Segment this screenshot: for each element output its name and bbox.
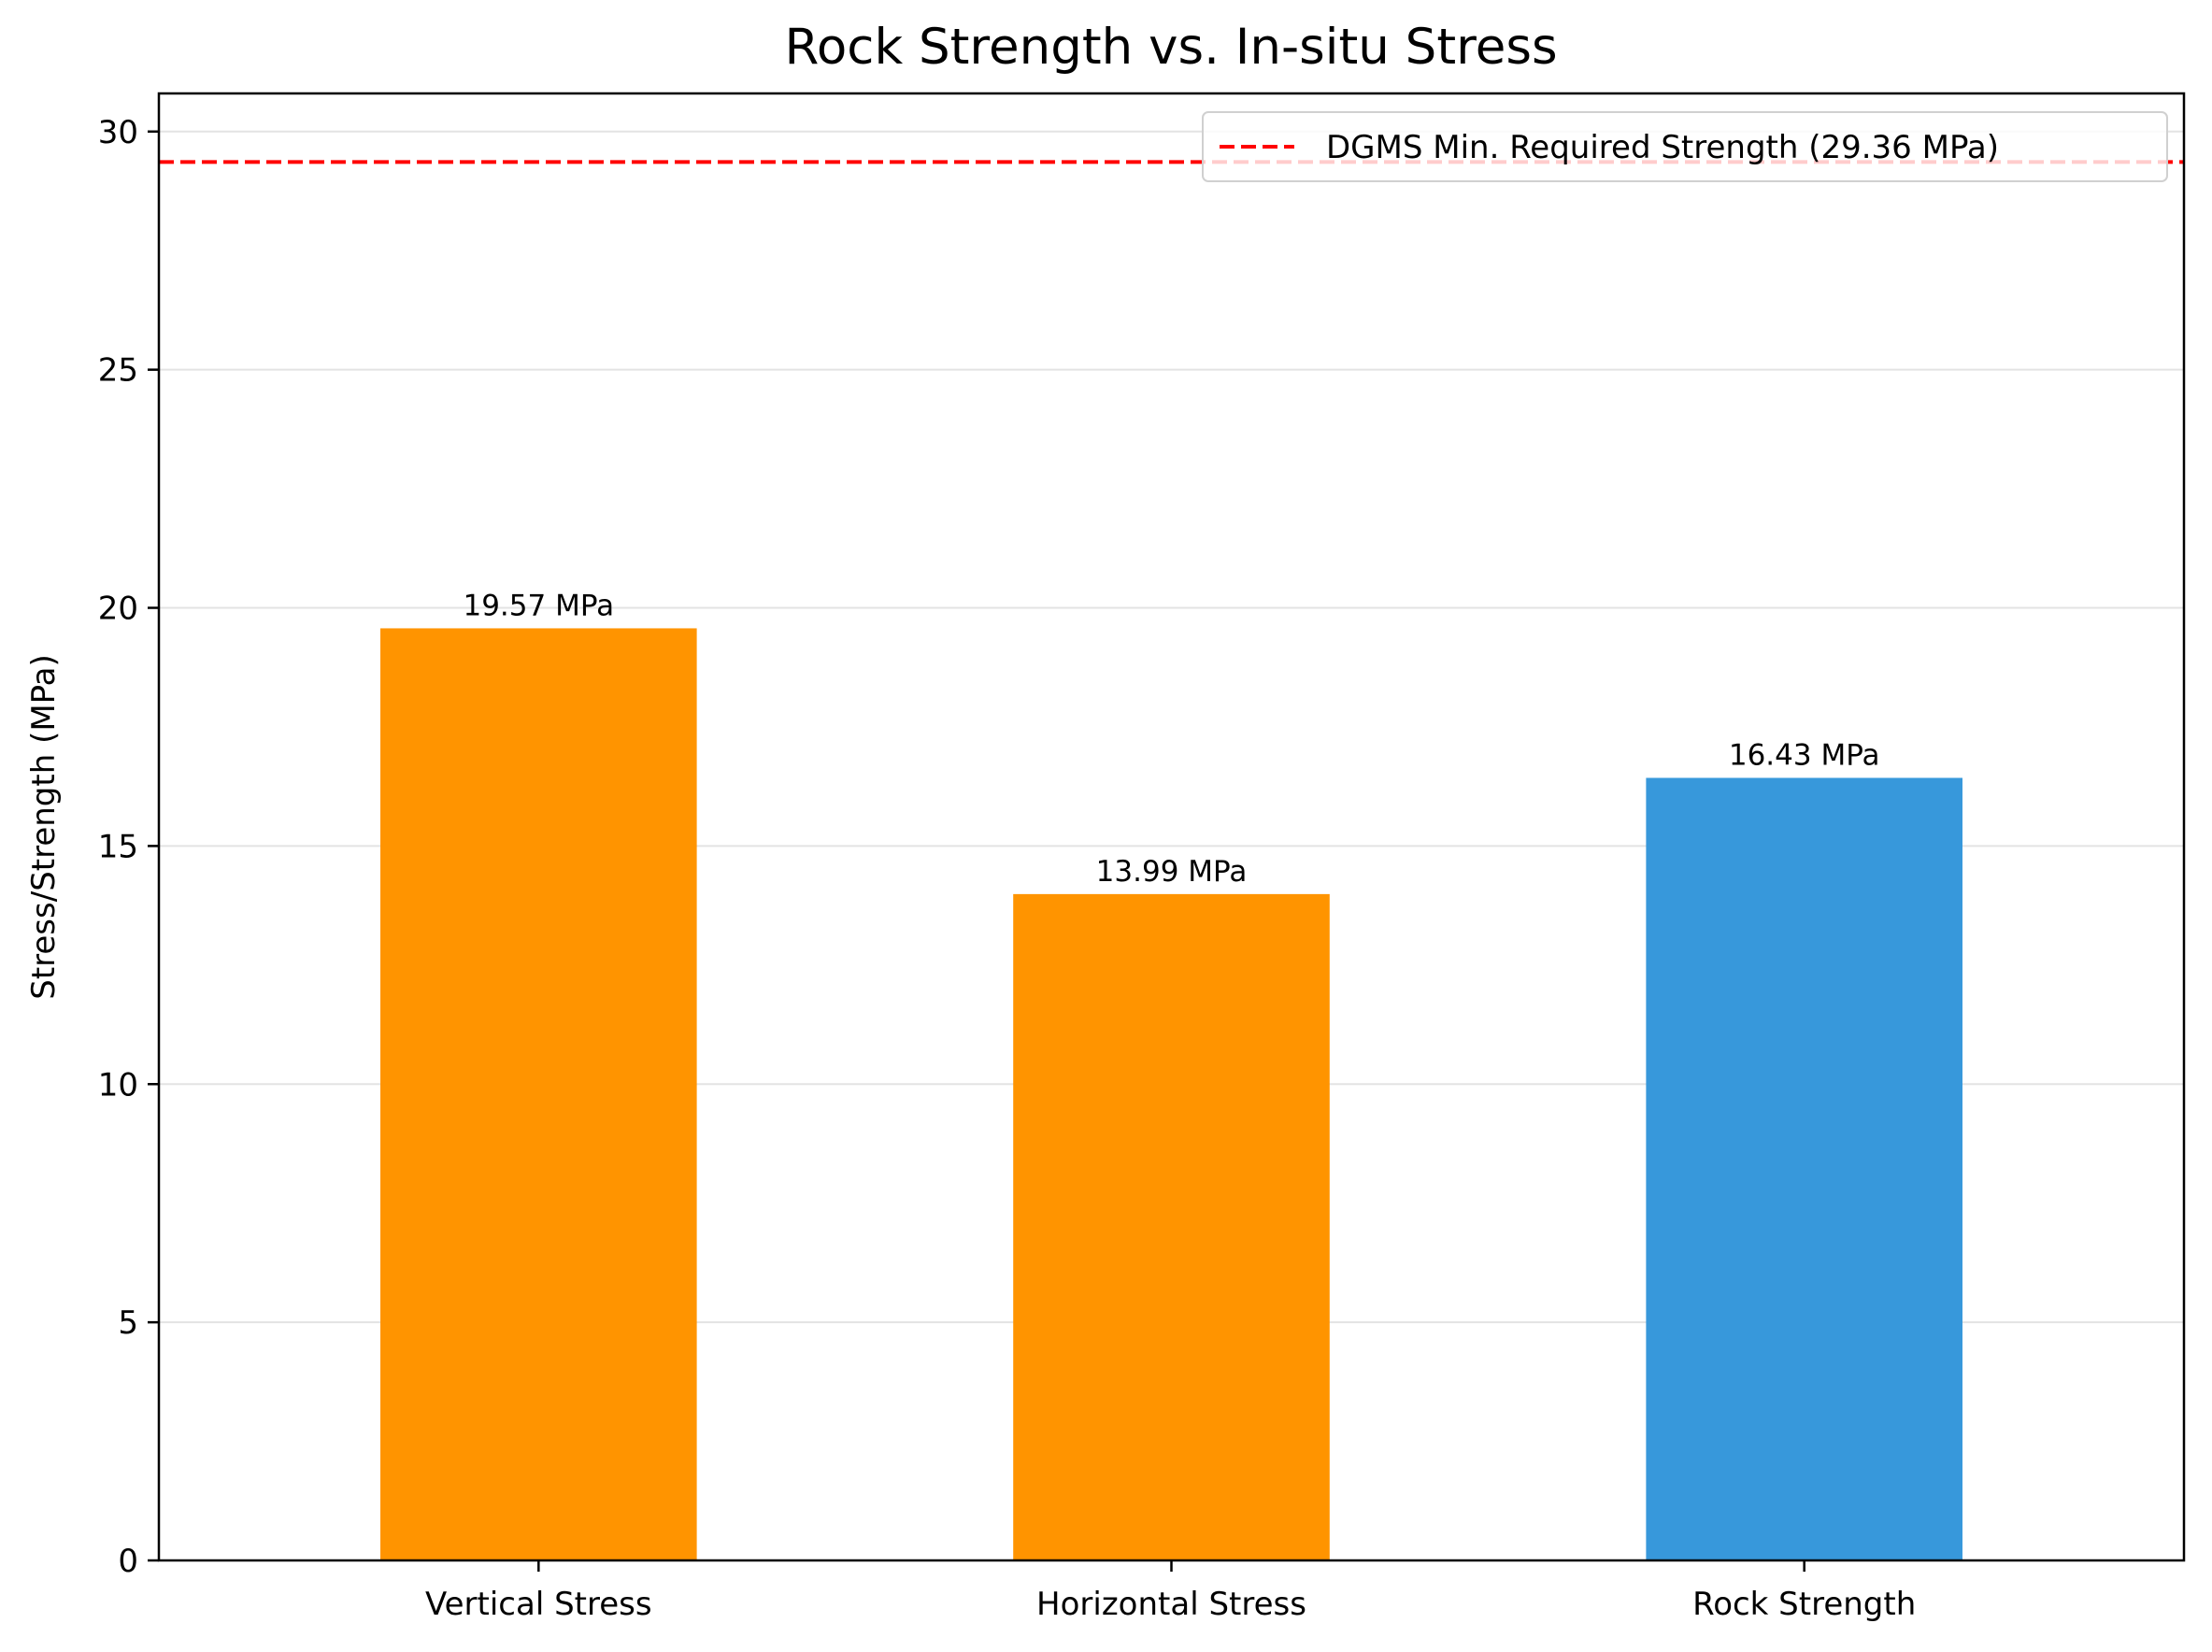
bar-value-label: 16.43 MPa	[1729, 738, 1880, 772]
bar-labels: 19.57 MPa 13.99 MPa 16.43 MPa	[463, 589, 1879, 888]
chart-title: Rock Strength vs. In-situ Stress	[784, 19, 1557, 76]
x-tick-label: Rock Strength	[1692, 1586, 1916, 1623]
y-tick-label: 20	[98, 591, 138, 628]
y-tick-label: 30	[98, 114, 138, 151]
y-tick-label: 15	[98, 828, 138, 865]
y-axis-label: Stress/Strength (MPa)	[25, 654, 63, 1000]
bar-horizontal-stress	[1013, 893, 1330, 1560]
legend-entry-label: DGMS Min. Required Strength (29.36 MPa)	[1326, 129, 1999, 166]
y-tick-label: 25	[98, 352, 138, 390]
y-tick-label: 10	[98, 1066, 138, 1104]
x-axis-ticks: Vertical Stress Horizontal Stress Rock Str…	[425, 1560, 1916, 1623]
x-tick-label: Vertical Stress	[425, 1586, 652, 1623]
bar-vertical-stress	[380, 628, 697, 1560]
legend: DGMS Min. Required Strength (29.36 MPa)	[1202, 111, 2168, 182]
legend-frame	[1202, 111, 2168, 182]
y-tick-label: 0	[118, 1543, 138, 1580]
bar-value-label: 13.99 MPa	[1096, 855, 1248, 889]
y-tick-label: 5	[118, 1304, 138, 1342]
bar-rock-strength	[1646, 777, 1962, 1560]
y-axis-ticks: 0 5 10 15 20 25 30	[98, 114, 159, 1580]
bars	[380, 628, 1962, 1560]
x-tick-label: Horizontal Stress	[1036, 1586, 1306, 1623]
bar-value-label: 19.57 MPa	[463, 589, 614, 622]
